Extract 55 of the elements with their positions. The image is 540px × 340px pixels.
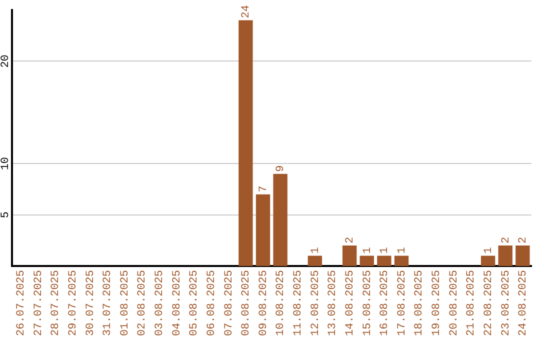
x-tick-label: 18.08.2025 bbox=[414, 270, 426, 336]
data-label: 7 bbox=[258, 186, 270, 192]
x-tick-label: 20.08.2025 bbox=[448, 270, 460, 336]
data-label: 24 bbox=[240, 4, 253, 18]
x-tick-label: 14.08.2025 bbox=[344, 270, 356, 336]
x-tick-label: 11.08.2025 bbox=[292, 270, 305, 336]
x-tick-label: 07.08.2025 bbox=[223, 270, 236, 336]
x-tick-label: 16.08.2025 bbox=[379, 270, 392, 336]
bar bbox=[273, 174, 288, 266]
x-tick-label: 13.08.2025 bbox=[327, 270, 340, 336]
x-tick-label: 17.08.2025 bbox=[396, 270, 408, 336]
x-tick-label: 22.08.2025 bbox=[482, 270, 495, 336]
y-tick-label: 5 bbox=[0, 211, 12, 218]
x-tick-label: 19.08.2025 bbox=[431, 270, 444, 336]
bar bbox=[342, 246, 357, 266]
x-tick-label: 27.07.2025 bbox=[32, 270, 45, 336]
x-tick-label: 09.08.2025 bbox=[258, 270, 270, 336]
x-tick-label: 06.08.2025 bbox=[206, 270, 218, 336]
x-tick-label: 30.07.2025 bbox=[84, 270, 97, 336]
x-tick-label: 04.08.2025 bbox=[171, 270, 184, 336]
x-tick-label: 12.08.2025 bbox=[310, 270, 322, 336]
y-tick-label: 10 bbox=[0, 156, 12, 170]
data-label: 2 bbox=[344, 236, 356, 244]
bar bbox=[377, 256, 392, 266]
data-label: 9 bbox=[275, 165, 288, 172]
bar bbox=[394, 256, 409, 266]
x-tick-label: 24.08.2025 bbox=[518, 270, 530, 336]
x-tick-label: 15.08.2025 bbox=[362, 270, 374, 336]
data-label: 1 bbox=[362, 246, 374, 254]
data-label: 1 bbox=[310, 246, 322, 254]
y-tick-label: 20 bbox=[0, 54, 12, 68]
x-tick-label: 10.08.2025 bbox=[275, 270, 288, 336]
bar bbox=[498, 246, 512, 266]
x-tick-label: 31.07.2025 bbox=[102, 270, 114, 336]
x-tick-label: 02.08.2025 bbox=[136, 270, 149, 336]
x-tick-label: 29.07.2025 bbox=[67, 270, 80, 336]
bar bbox=[256, 194, 270, 266]
x-tick-label: 03.08.2025 bbox=[154, 270, 166, 336]
bar bbox=[516, 246, 530, 266]
data-label: 1 bbox=[482, 246, 495, 254]
bar bbox=[308, 256, 322, 266]
bar bbox=[360, 256, 374, 266]
data-label: 1 bbox=[396, 246, 408, 254]
data-label: 1 bbox=[379, 246, 392, 254]
data-label: 2 bbox=[500, 236, 512, 244]
x-tick-label: 21.08.2025 bbox=[466, 270, 478, 336]
bar bbox=[238, 20, 253, 266]
x-tick-label: 05.08.2025 bbox=[188, 270, 201, 336]
x-tick-label: 28.07.2025 bbox=[50, 270, 62, 336]
x-tick-label: 01.08.2025 bbox=[119, 270, 132, 336]
data-label: 2 bbox=[518, 236, 530, 244]
bar bbox=[480, 256, 496, 266]
x-tick-label: 23.08.2025 bbox=[500, 270, 512, 336]
x-tick-label: 26.07.2025 bbox=[16, 270, 28, 336]
x-tick-label: 08.08.2025 bbox=[240, 270, 253, 336]
